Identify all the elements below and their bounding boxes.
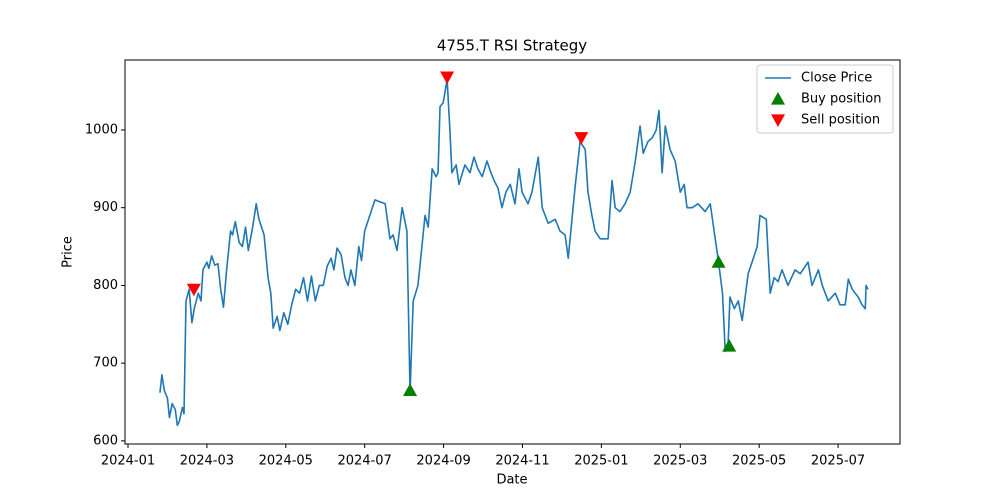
legend-label: Buy position xyxy=(801,92,881,107)
y-tick-label: 800 xyxy=(93,278,118,293)
marker xyxy=(440,71,455,85)
x-axis-label: Date xyxy=(496,473,527,488)
marker xyxy=(711,255,726,268)
price-line xyxy=(159,78,869,427)
chart-title: 4755.T RSI Strategy xyxy=(437,37,587,55)
x-tick-label: 2024-07 xyxy=(338,454,392,469)
legend-label: Close Price xyxy=(801,71,872,86)
y-tick-label: 700 xyxy=(93,356,118,371)
marker xyxy=(722,339,737,352)
x-tick-label: 2024-03 xyxy=(180,454,234,469)
x-tick-label: 2025-03 xyxy=(653,454,707,469)
x-tick-label: 2024-05 xyxy=(259,454,313,469)
legend-swatch xyxy=(771,114,785,127)
y-tick-label: 1000 xyxy=(85,122,118,137)
y-tick-label: 900 xyxy=(93,200,118,215)
legend-box xyxy=(756,64,894,134)
legend-swatch xyxy=(771,92,785,105)
x-tick-label: 2025-05 xyxy=(732,454,786,469)
marker xyxy=(574,132,589,145)
x-tick-label: 2024-11 xyxy=(495,454,549,469)
x-tick-label: 2025-07 xyxy=(811,454,865,469)
x-tick-label: 2025-01 xyxy=(574,454,628,469)
y-axis-label: Price xyxy=(61,236,76,268)
marker xyxy=(186,283,201,297)
y-tick-label: 600 xyxy=(93,433,118,448)
x-tick-label: 2024-09 xyxy=(416,454,470,469)
axes-frame xyxy=(124,59,901,445)
marker xyxy=(403,383,418,396)
x-tick-label: 2024-01 xyxy=(101,454,155,469)
legend-label: Sell position xyxy=(801,113,880,128)
